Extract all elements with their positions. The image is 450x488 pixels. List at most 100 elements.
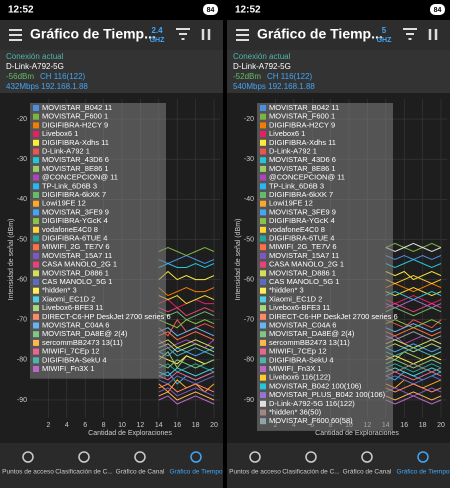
legend-swatch (260, 105, 266, 111)
legend-swatch (260, 139, 266, 146)
nav-icon[interactable] (417, 451, 429, 463)
legend-label: MOVISTAR_43D6 6 (269, 155, 336, 164)
legend-label: MOVISTAR_F600 60(58) (269, 416, 353, 425)
status-time: 12:52 (235, 5, 261, 16)
legend-swatch (260, 313, 266, 320)
x-tick-label: 4 (65, 422, 69, 429)
y-tick-label: -80 (17, 357, 27, 364)
signal-line (385, 303, 442, 313)
legend-label: MOVISTAR_DA8E@ 2(4) (42, 329, 128, 338)
legend-swatch (33, 357, 39, 364)
menu-icon[interactable] (236, 39, 249, 41)
x-axis-title: Cantidad de Exploraciones (88, 430, 172, 437)
legend-swatch (33, 339, 39, 346)
filter-icon[interactable] (403, 28, 417, 40)
legend-swatch (33, 157, 39, 164)
x-tick-label: 14 (155, 422, 163, 429)
signal-line (158, 367, 215, 377)
menu-icon[interactable] (236, 29, 249, 31)
legend-swatch (260, 392, 266, 399)
legend-label: DIGIFIBRA-Xdhs 11 (42, 138, 109, 147)
legend-swatch (33, 122, 39, 129)
legend-swatch (33, 244, 39, 251)
band-value[interactable]: 2.4 (151, 26, 163, 35)
legend-swatch (33, 148, 39, 155)
nav-label[interactable]: Gráfico de Canal (343, 469, 392, 476)
legend-swatch (260, 383, 266, 390)
nav-label[interactable]: Puntos de acceso (229, 469, 281, 476)
y-tick-label: -70 (244, 317, 254, 324)
nav-icon[interactable] (190, 451, 202, 463)
nav-label[interactable]: Clasificación de C... (282, 469, 340, 476)
menu-icon[interactable] (9, 39, 22, 41)
menu-icon[interactable] (9, 29, 22, 31)
y-tick-label: -40 (17, 196, 27, 203)
y-tick-label: -40 (244, 196, 254, 203)
legend-swatch (260, 357, 266, 364)
legend-swatch (260, 200, 266, 207)
nav-icon[interactable] (22, 451, 34, 463)
legend-swatch (33, 131, 39, 138)
x-tick-label: 12 (137, 422, 145, 429)
band-value[interactable]: 5 (382, 26, 387, 35)
legend-label: DIGIFIBRA-YGcK 4 (269, 216, 335, 225)
nav-icon[interactable] (134, 451, 146, 463)
band-unit[interactable]: GHZ (150, 37, 166, 44)
legend-swatch (260, 244, 266, 251)
signal-line (385, 363, 442, 373)
nav-label[interactable]: Gráfico de Canal (116, 469, 165, 476)
pause-icon[interactable] (201, 29, 211, 40)
legend-swatch (33, 331, 39, 338)
nav-icon[interactable] (249, 451, 261, 463)
legend-swatch (260, 418, 266, 425)
filter-icon[interactable] (176, 28, 190, 40)
legend-label: MOVISTAR_B042 11 (42, 103, 112, 112)
legend-label: MOVISTAR_B042 11 (269, 103, 339, 112)
legend-label: Lowi19FE 12 (269, 199, 313, 208)
y-tick-label: -20 (17, 116, 27, 123)
legend-swatch (260, 218, 266, 225)
nav-label[interactable]: Clasificación de C... (55, 469, 113, 476)
connection-panel (0, 50, 223, 93)
legend-swatch (260, 270, 266, 277)
legend-swatch (260, 287, 266, 294)
legend-label: MIWIFI_7CEp 12 (42, 347, 100, 356)
signal-line (385, 258, 442, 269)
y-tick-label: -50 (244, 236, 254, 243)
legend-label: Livebox6 116(122) (269, 373, 331, 382)
signal-line (385, 363, 442, 373)
legend-label: MOVISTAR_DA8E@ 2(4) (269, 329, 355, 338)
legend-label: MOVISTAR_PLUS_B042 100(106) (269, 390, 386, 399)
legend-swatch (260, 226, 266, 233)
nav-label[interactable]: Gráfico de Tiempo (396, 469, 449, 476)
nav-label[interactable]: Gráfico de Tiempo (169, 469, 222, 476)
legend-label: MOVISTAR_F600 1 (269, 112, 335, 121)
nav-icon[interactable] (361, 451, 373, 463)
legend-label: Livebox6 1 (42, 129, 78, 138)
band-unit[interactable]: GHZ (377, 37, 393, 44)
nav-icon[interactable] (305, 451, 317, 463)
menu-icon[interactable] (9, 34, 22, 36)
legend-label: DIGIFIBRA-SekU 4 (42, 355, 107, 364)
legend-swatch (33, 322, 39, 329)
signal-line (158, 383, 215, 393)
legend-swatch (260, 409, 266, 416)
legend-label: sercommBB2473 13(11) (269, 338, 350, 347)
bottom-nav (0, 443, 223, 488)
signal-line (385, 391, 442, 401)
connection-ssid: D-Link-A792-5G (6, 62, 64, 71)
signal-line (158, 307, 215, 317)
y-tick-label: -80 (244, 357, 254, 364)
pause-icon[interactable] (428, 29, 438, 40)
nav-label[interactable]: Puntos de acceso (2, 469, 54, 476)
legend-swatch (260, 348, 266, 355)
legend-swatch (260, 279, 266, 285)
menu-icon[interactable] (236, 34, 249, 36)
legend-label: @CONCEPCION@ 11 (269, 173, 345, 182)
signal-line (158, 287, 215, 297)
legend-swatch (260, 174, 266, 181)
nav-icon[interactable] (78, 451, 90, 463)
legend-swatch (260, 131, 266, 138)
legend-swatch (33, 139, 39, 146)
